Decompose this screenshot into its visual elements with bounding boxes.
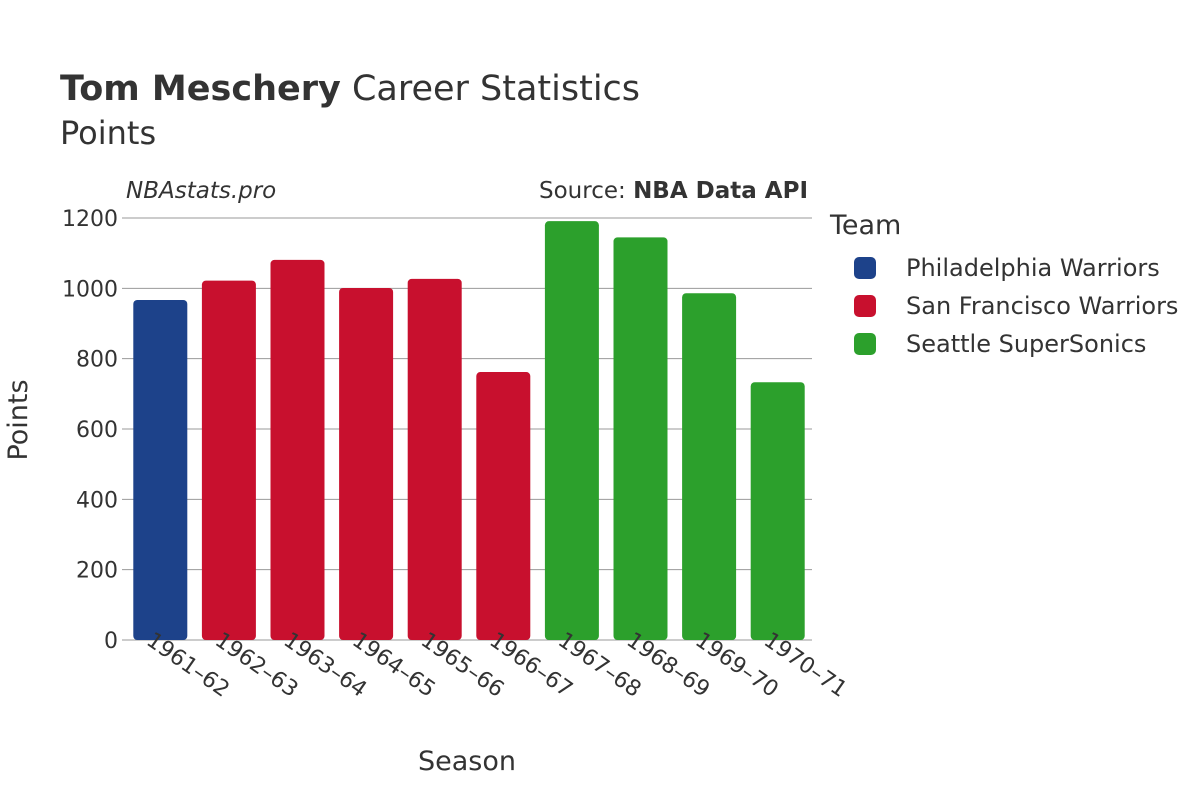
- bar: [750, 382, 805, 640]
- bar: [133, 299, 188, 640]
- legend-item-philadelphia-warriors[interactable]: Philadelphia Warriors: [830, 249, 1178, 287]
- legend-swatch: [854, 295, 876, 317]
- chart-title: Tom Meschery Career Statistics: [60, 68, 640, 110]
- bar: [270, 259, 325, 640]
- source-prefix: Source:: [539, 178, 634, 204]
- bar: [544, 221, 599, 641]
- y-tick-label: 0: [104, 629, 118, 654]
- y-tick-label: 800: [76, 348, 118, 373]
- bar: [682, 293, 737, 640]
- bar: [613, 237, 668, 640]
- bar: [201, 280, 256, 640]
- y-tick-label: 200: [76, 559, 118, 584]
- y-tick-label: 1000: [62, 277, 118, 302]
- y-axis-title: Points: [3, 379, 34, 460]
- legend-swatch: [854, 333, 876, 355]
- source-credit: Source: NBA Data API: [539, 178, 808, 204]
- bar: [339, 287, 394, 640]
- y-tick-label: 1200: [62, 207, 118, 232]
- legend-title: Team: [830, 210, 902, 241]
- bar: [476, 372, 531, 640]
- y-tick-label: 600: [76, 418, 118, 443]
- legend-item-san-francisco-warriors[interactable]: San Francisco Warriors: [830, 287, 1178, 325]
- title-rest: Career Statistics: [340, 69, 641, 109]
- legend-label: San Francisco Warriors: [906, 292, 1179, 320]
- legend-label: Seattle SuperSonics: [906, 330, 1147, 358]
- bar: [407, 278, 462, 640]
- chart-subtitle: Points: [60, 114, 157, 152]
- legend-label: Philadelphia Warriors: [906, 254, 1160, 282]
- y-tick-label: 400: [76, 488, 118, 513]
- legend: Team Philadelphia Warriors San Francisco…: [830, 210, 1178, 363]
- legend-item-seattle-supersonics[interactable]: Seattle SuperSonics: [830, 325, 1178, 363]
- x-axis-title: Season: [418, 746, 516, 777]
- watermark: NBAstats.pro: [126, 178, 277, 204]
- legend-swatch: [854, 257, 876, 279]
- source-name: NBA Data API: [633, 178, 808, 204]
- player-name: Tom Meschery: [60, 69, 341, 109]
